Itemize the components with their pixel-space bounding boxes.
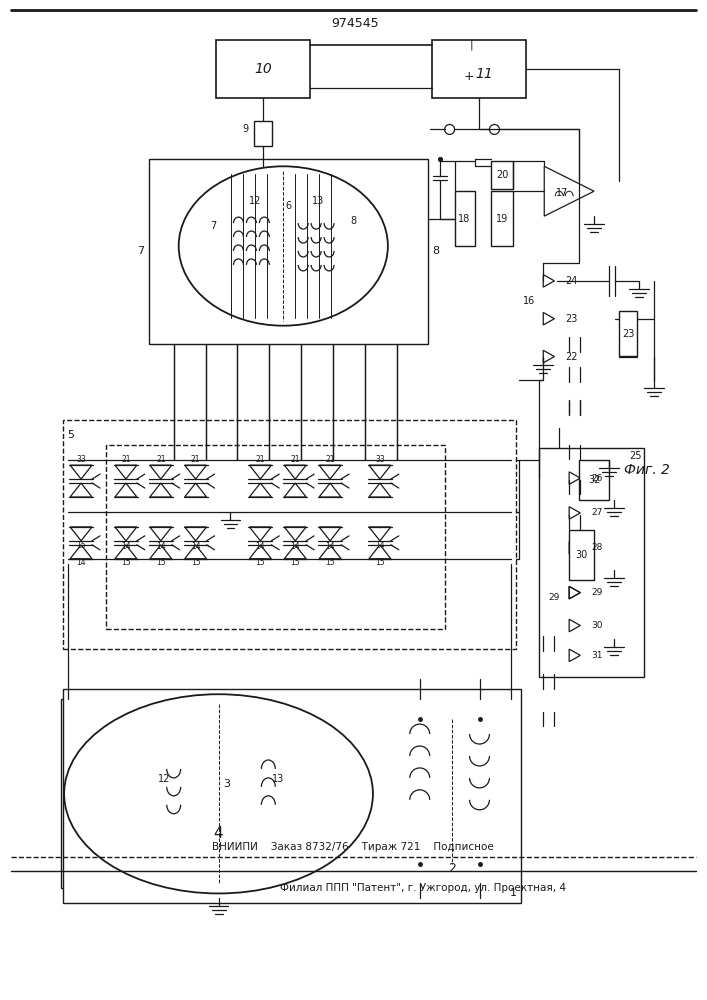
- Bar: [619, 311, 637, 356]
- Text: 15: 15: [255, 558, 265, 567]
- Text: 14: 14: [191, 542, 201, 551]
- Text: 33: 33: [76, 455, 86, 464]
- Text: 32: 32: [588, 475, 600, 485]
- Text: 23: 23: [565, 314, 578, 324]
- Text: 21: 21: [291, 455, 300, 464]
- Text: 15: 15: [121, 558, 131, 567]
- Bar: [61, 699, 380, 888]
- Bar: [148, 159, 428, 344]
- Text: 11: 11: [475, 67, 493, 81]
- Text: 4: 4: [214, 826, 223, 841]
- Text: 25: 25: [630, 451, 642, 461]
- Text: 10: 10: [254, 62, 271, 76]
- Circle shape: [445, 124, 455, 134]
- Text: 20: 20: [496, 170, 508, 180]
- Text: 1: 1: [509, 888, 516, 898]
- Text: 13: 13: [312, 196, 325, 206]
- Text: 19: 19: [496, 214, 508, 224]
- Text: 30: 30: [575, 550, 588, 560]
- Text: 5: 5: [68, 430, 75, 440]
- Text: 7: 7: [137, 246, 144, 256]
- Text: 30: 30: [591, 621, 602, 630]
- Text: 21: 21: [325, 455, 335, 464]
- Text: 21: 21: [156, 455, 165, 464]
- Text: 974545: 974545: [331, 17, 379, 30]
- Ellipse shape: [179, 166, 388, 326]
- Text: 14: 14: [325, 542, 335, 551]
- Text: 14: 14: [255, 542, 265, 551]
- Text: 18: 18: [458, 214, 471, 224]
- Text: 21: 21: [256, 455, 265, 464]
- Text: 31: 31: [591, 651, 602, 660]
- Text: 14: 14: [156, 542, 165, 551]
- Text: 3: 3: [223, 779, 230, 789]
- Text: 8: 8: [432, 246, 439, 256]
- Text: 9: 9: [243, 124, 249, 134]
- Bar: [432, 40, 526, 98]
- Bar: [385, 699, 520, 883]
- Bar: [569, 530, 594, 580]
- Circle shape: [489, 124, 499, 134]
- Text: 15: 15: [325, 558, 335, 567]
- Text: 14: 14: [76, 558, 86, 567]
- Text: 15: 15: [291, 558, 300, 567]
- Bar: [539, 448, 644, 677]
- Text: 7: 7: [211, 221, 216, 231]
- Text: 13: 13: [272, 774, 284, 784]
- Text: 15: 15: [191, 558, 201, 567]
- Text: 16: 16: [523, 296, 535, 306]
- Text: 14: 14: [121, 542, 131, 551]
- Text: 29: 29: [591, 588, 602, 597]
- Text: 27: 27: [591, 508, 602, 517]
- Text: Филиал ППП "Патент", г. Ужгород, ул. Проектная, 4: Филиал ППП "Патент", г. Ужгород, ул. Про…: [280, 883, 566, 893]
- Bar: [254, 121, 271, 146]
- Bar: [106, 445, 445, 629]
- Text: 12: 12: [249, 196, 262, 206]
- Bar: [63, 689, 521, 903]
- Text: 21: 21: [121, 455, 131, 464]
- Bar: [579, 460, 609, 500]
- Text: 15: 15: [375, 558, 385, 567]
- Text: 21: 21: [191, 455, 200, 464]
- Text: 15: 15: [156, 558, 165, 567]
- Bar: [63, 420, 516, 649]
- Text: 14: 14: [291, 542, 300, 551]
- Text: 22: 22: [565, 352, 578, 362]
- Text: 6: 6: [285, 201, 291, 211]
- Text: 26: 26: [591, 474, 602, 483]
- Text: |: |: [469, 40, 473, 50]
- Text: +: +: [464, 70, 474, 83]
- Text: 28: 28: [591, 543, 602, 552]
- Text: 29: 29: [549, 593, 560, 602]
- Text: ВНИИПИ    Заказ 8732/76    Тираж 721    Подписное: ВНИИПИ Заказ 8732/76 Тираж 721 Подписное: [212, 842, 494, 852]
- Text: 12: 12: [158, 774, 170, 784]
- Ellipse shape: [64, 694, 373, 893]
- Text: 8: 8: [350, 216, 356, 226]
- Text: 14: 14: [375, 541, 385, 550]
- Text: 17: 17: [556, 188, 568, 198]
- Text: 23: 23: [623, 329, 635, 339]
- Bar: [491, 191, 513, 246]
- Text: Фиг. 2: Фиг. 2: [624, 463, 670, 477]
- Bar: [491, 161, 513, 189]
- Bar: [455, 191, 474, 246]
- Bar: [216, 40, 310, 98]
- Text: 2: 2: [448, 862, 456, 875]
- Text: 15: 15: [76, 541, 86, 550]
- Text: 33: 33: [375, 455, 385, 464]
- Text: 24: 24: [565, 276, 578, 286]
